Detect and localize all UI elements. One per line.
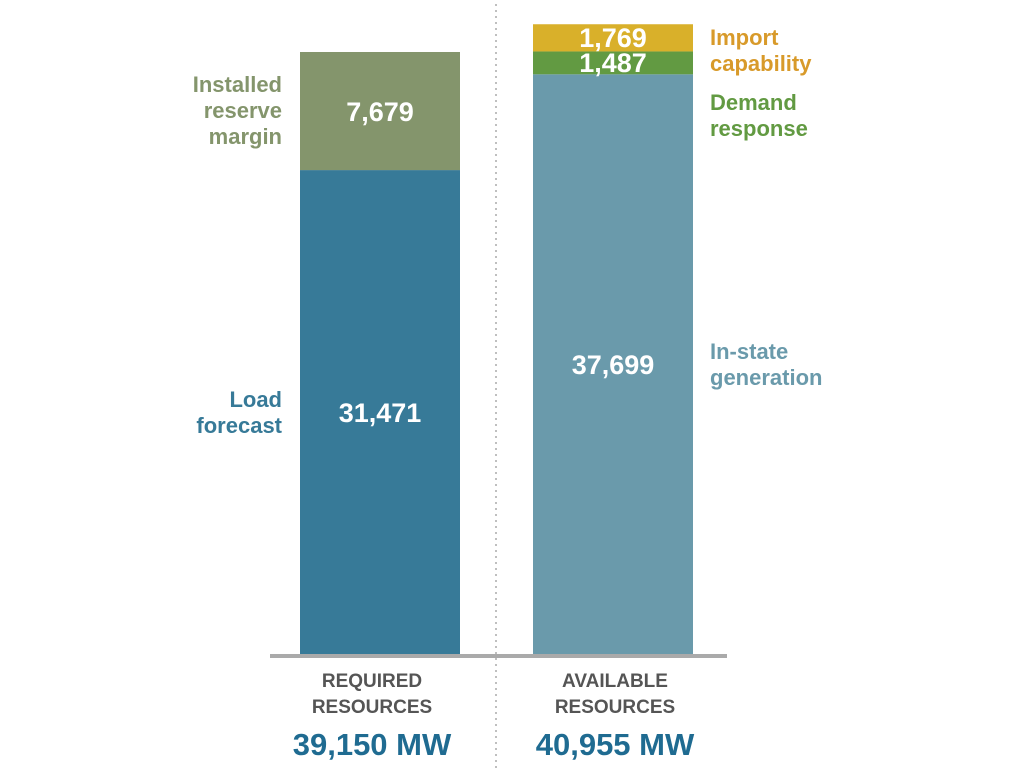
total-label: 40,955 MW bbox=[536, 727, 695, 762]
category-label: REQUIRED bbox=[322, 671, 422, 692]
series-label: Demand bbox=[710, 90, 797, 115]
series-label: capability bbox=[710, 51, 812, 76]
bar-segment bbox=[533, 24, 693, 52]
data-label: 31,471 bbox=[339, 398, 422, 428]
series-label: Load bbox=[229, 387, 282, 412]
series-label: Installed bbox=[193, 72, 282, 97]
series-label: In-state bbox=[710, 339, 788, 364]
series-label: Import bbox=[710, 25, 779, 50]
data-label: 1,487 bbox=[579, 48, 647, 78]
category-label: RESOURCES bbox=[555, 697, 675, 718]
bar-segment bbox=[533, 74, 693, 655]
total-label: 39,150 MW bbox=[293, 727, 452, 762]
data-label: 7,679 bbox=[346, 97, 414, 127]
series-label: forecast bbox=[196, 413, 282, 438]
data-label: 1,769 bbox=[579, 23, 647, 53]
series-label: margin bbox=[209, 124, 282, 149]
category-label: AVAILABLE bbox=[562, 671, 668, 692]
bar-segment bbox=[533, 51, 693, 75]
bar-segment bbox=[300, 52, 460, 171]
data-label: 37,699 bbox=[572, 350, 655, 380]
series-label: generation bbox=[710, 365, 822, 390]
series-label: reserve bbox=[204, 98, 282, 123]
bar-segment bbox=[300, 170, 460, 654]
category-label: RESOURCES bbox=[312, 697, 432, 718]
series-label: response bbox=[710, 116, 808, 141]
